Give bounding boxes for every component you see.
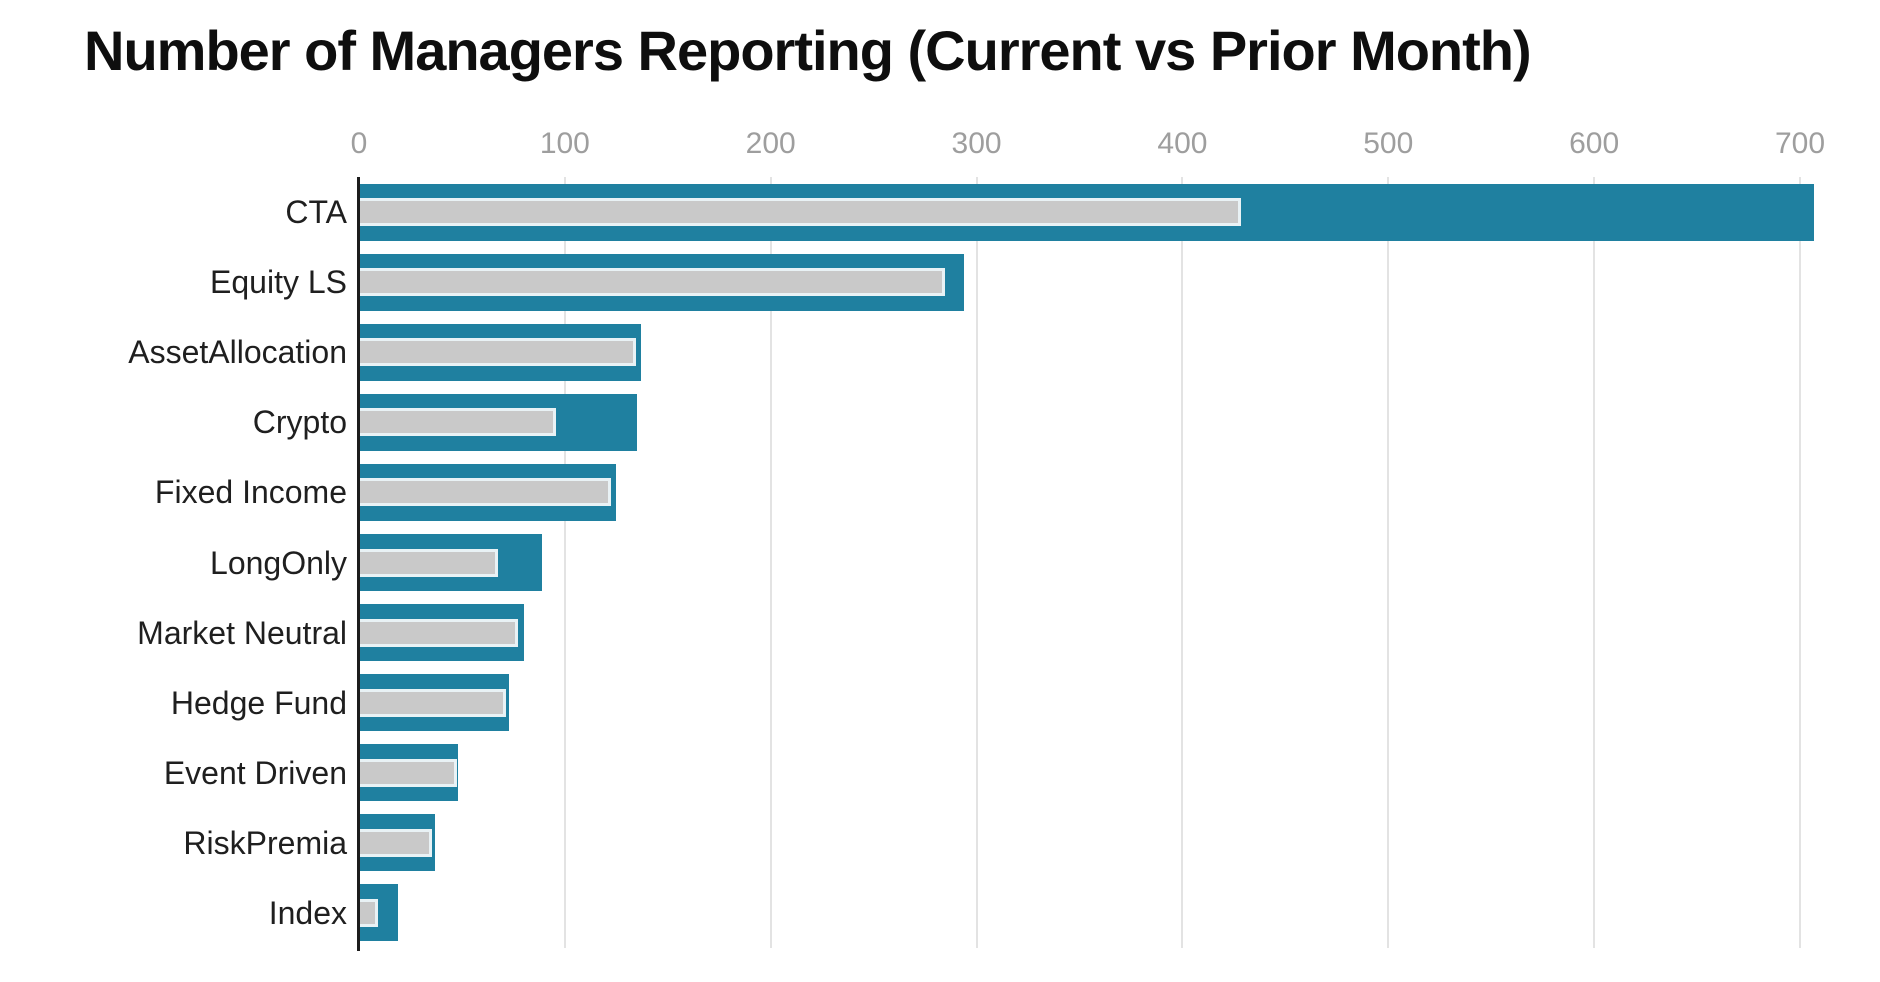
gridline-100 xyxy=(563,177,566,948)
category-label-fixed-income: Fixed Income xyxy=(154,474,347,511)
bar-prior-event-driven xyxy=(359,758,457,787)
gridline-700 xyxy=(1799,177,1801,948)
bar-prior-cta xyxy=(359,198,1241,227)
bar-prior-assetallocation xyxy=(359,338,636,367)
gridline-400 xyxy=(1181,177,1184,948)
plot-area xyxy=(357,177,1880,951)
chart-title: Number of Managers Reporting (Current vs… xyxy=(84,19,1532,82)
bar-prior-crypto xyxy=(359,408,556,437)
gridline-300 xyxy=(975,177,978,948)
gridline-500 xyxy=(1387,177,1390,948)
category-label-cta: CTA xyxy=(285,194,347,231)
category-label-hedge-fund: Hedge Fund xyxy=(170,684,347,721)
x-tick-700: 700 xyxy=(1774,127,1826,160)
bar-prior-longonly xyxy=(359,548,498,577)
bar-prior-index xyxy=(359,898,379,927)
category-label-event-driven: Event Driven xyxy=(163,754,347,791)
x-axis: 0 100 200 300 400 500 600 700 xyxy=(0,0,1880,175)
x-tick-0: 0 xyxy=(350,127,368,160)
category-label-riskpremia: RiskPremia xyxy=(183,824,347,861)
category-label-crypto: Crypto xyxy=(252,404,347,441)
gridline-600 xyxy=(1593,177,1596,948)
x-tick-200: 200 xyxy=(745,127,796,160)
x-tick-300: 300 xyxy=(951,127,1002,160)
category-label-assetallocation: AssetAllocation xyxy=(128,334,347,371)
bar-prior-riskpremia xyxy=(359,828,432,857)
bar-prior-market-neutral xyxy=(359,618,519,647)
category-label-equity-ls: Equity LS xyxy=(210,264,347,301)
x-tick-100: 100 xyxy=(539,127,590,160)
bar-prior-equity-ls xyxy=(359,268,945,297)
x-tick-400: 400 xyxy=(1157,127,1208,160)
gridline-200 xyxy=(769,177,772,948)
y-axis-line xyxy=(357,177,360,951)
category-label-market-neutral: Market Neutral xyxy=(137,614,347,651)
x-tick-500: 500 xyxy=(1363,127,1414,160)
bar-prior-hedge-fund xyxy=(359,688,507,717)
category-label-longonly: LongOnly xyxy=(210,544,347,581)
category-label-index: Index xyxy=(268,894,347,931)
x-tick-600: 600 xyxy=(1569,127,1620,160)
category-labels: CTA Equity LS AssetAllocation Crypto Fixed I… xyxy=(0,177,347,948)
bar-prior-fixed-income xyxy=(359,478,612,507)
